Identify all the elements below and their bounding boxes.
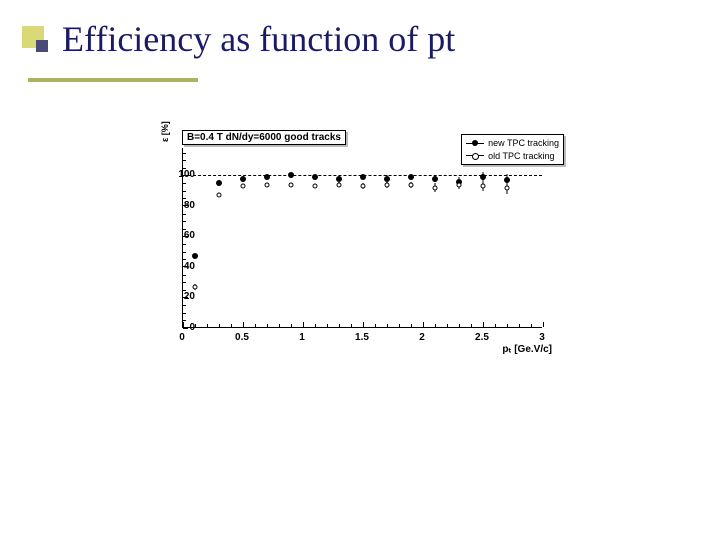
- x-minor-tick: [207, 324, 208, 327]
- data-point: [289, 182, 294, 187]
- x-tick: [543, 322, 544, 327]
- page-title: Efficiency as function of pt: [62, 18, 455, 60]
- data-point: [192, 253, 198, 259]
- x-tick: [423, 322, 424, 327]
- x-tick: [243, 322, 244, 327]
- x-minor-tick: [291, 324, 292, 327]
- y-minor-tick: [183, 153, 186, 154]
- data-point: [240, 176, 246, 182]
- x-minor-tick: [507, 324, 508, 327]
- x-minor-tick: [255, 324, 256, 327]
- x-minor-tick: [267, 324, 268, 327]
- title-underline: [28, 78, 198, 82]
- x-minor-tick: [459, 324, 460, 327]
- chart-condition-label: B=0.4 T dN/dy=6000 good tracks: [182, 130, 346, 145]
- data-point: [361, 184, 366, 189]
- data-point: [265, 182, 270, 187]
- y-minor-tick: [183, 191, 186, 192]
- x-minor-tick: [219, 324, 220, 327]
- y-tick-label: 100: [165, 169, 195, 180]
- y-minor-tick: [183, 214, 186, 215]
- filled-circle-icon: [466, 139, 484, 147]
- y-minor-tick: [183, 305, 186, 306]
- data-point: [360, 174, 366, 180]
- y-minor-tick: [183, 160, 186, 161]
- x-minor-tick: [447, 324, 448, 327]
- data-point: [288, 172, 294, 178]
- data-point: [432, 176, 438, 182]
- y-minor-tick: [183, 221, 186, 222]
- data-point: [337, 182, 342, 187]
- data-point: [408, 174, 414, 180]
- data-point: [241, 184, 246, 189]
- data-point: [385, 182, 390, 187]
- x-tick-label: 1: [299, 332, 305, 343]
- data-point: [336, 176, 342, 182]
- data-point: [312, 174, 318, 180]
- y-minor-tick: [183, 244, 186, 245]
- x-minor-tick: [435, 324, 436, 327]
- x-minor-tick: [231, 324, 232, 327]
- x-axis-label: pₜ [Ge.V/c]: [502, 344, 552, 355]
- x-minor-tick: [339, 324, 340, 327]
- y-tick-label: 60: [165, 230, 195, 241]
- data-point: [480, 174, 486, 180]
- x-minor-tick: [195, 324, 196, 327]
- y-tick-label: 40: [165, 261, 195, 272]
- data-point: [505, 185, 510, 190]
- x-minor-tick: [387, 324, 388, 327]
- x-tick-label: 0: [179, 332, 185, 343]
- x-minor-tick: [411, 324, 412, 327]
- title-bullet: [22, 26, 44, 48]
- y-axis-label: ε [%]: [160, 121, 170, 142]
- x-minor-tick: [519, 324, 520, 327]
- x-minor-tick: [327, 324, 328, 327]
- x-tick: [363, 322, 364, 327]
- y-minor-tick: [183, 275, 186, 276]
- x-minor-tick: [351, 324, 352, 327]
- data-point: [313, 184, 318, 189]
- x-minor-tick: [495, 324, 496, 327]
- y-minor-tick: [183, 183, 186, 184]
- data-point: [433, 185, 438, 190]
- y-minor-tick: [183, 282, 186, 283]
- x-minor-tick: [279, 324, 280, 327]
- data-point: [216, 180, 222, 186]
- x-tick: [483, 322, 484, 327]
- x-minor-tick: [375, 324, 376, 327]
- data-point: [264, 174, 270, 180]
- x-minor-tick: [531, 324, 532, 327]
- data-point: [481, 184, 486, 189]
- y-minor-tick: [183, 252, 186, 253]
- data-point: [217, 193, 222, 198]
- x-tick-label: 2: [419, 332, 425, 343]
- x-minor-tick: [315, 324, 316, 327]
- x-tick-label: 3: [539, 332, 545, 343]
- efficiency-chart: B=0.4 T dN/dy=6000 good tracks new TPC t…: [140, 130, 560, 350]
- y-tick-label: 20: [165, 291, 195, 302]
- y-minor-tick: [183, 313, 186, 314]
- x-tick: [303, 322, 304, 327]
- data-point: [457, 182, 462, 187]
- data-point: [193, 284, 198, 289]
- x-minor-tick: [399, 324, 400, 327]
- x-tick-label: 0.5: [235, 332, 249, 343]
- x-minor-tick: [471, 324, 472, 327]
- y-tick-label: 80: [165, 200, 195, 211]
- data-point: [409, 182, 414, 187]
- x-tick-label: 1.5: [355, 332, 369, 343]
- plot-area: [182, 148, 542, 328]
- x-tick-label: 2.5: [475, 332, 489, 343]
